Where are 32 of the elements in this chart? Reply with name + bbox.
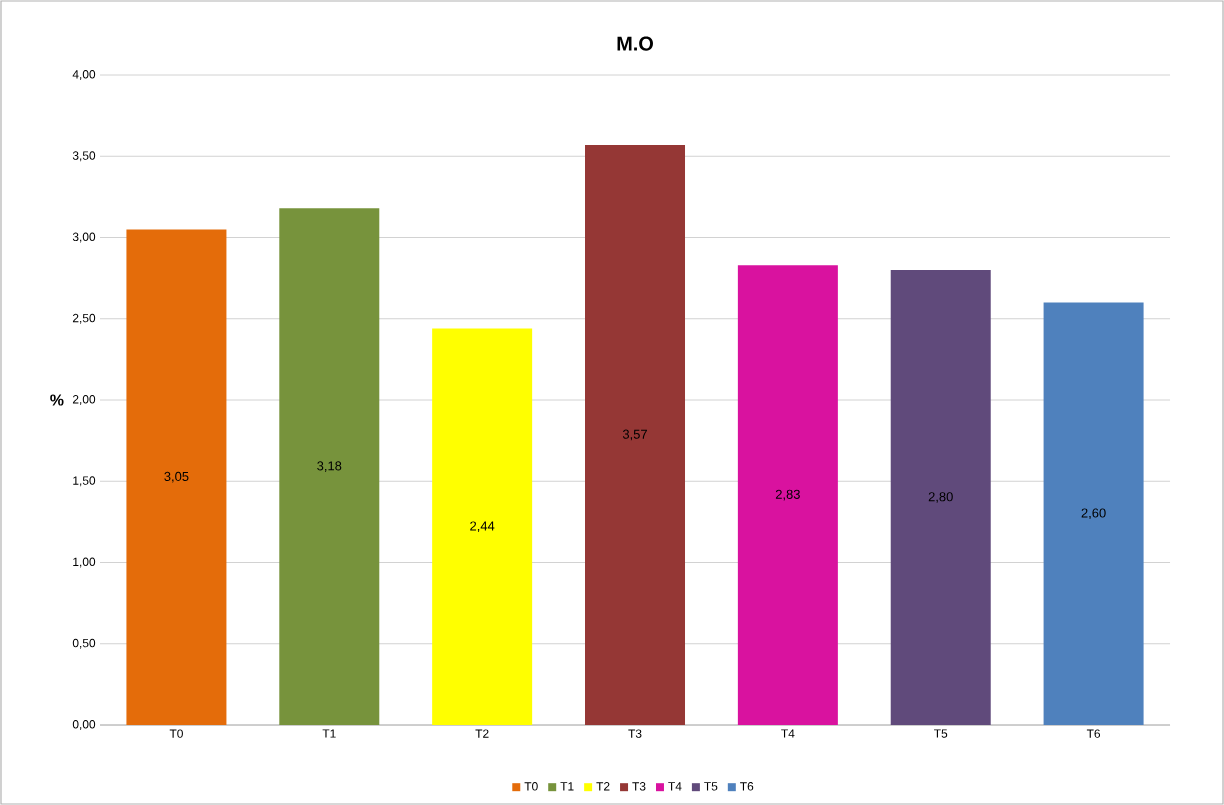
x-tick-label: T1 bbox=[322, 729, 336, 738]
data-label: 2,83 bbox=[775, 489, 800, 501]
y-tick-label: 1,50 bbox=[73, 476, 96, 487]
legend-label: T6 bbox=[740, 782, 754, 791]
legend-label: T3 bbox=[632, 782, 646, 791]
y-axis-title: % bbox=[50, 394, 64, 406]
legend-label: T0 bbox=[524, 782, 538, 791]
x-tick-label: T3 bbox=[628, 729, 642, 738]
chart-title: M.O bbox=[617, 36, 653, 51]
data-label: 3,18 bbox=[317, 461, 342, 472]
x-tick-label: T2 bbox=[475, 729, 489, 738]
y-tick-label: 0,00 bbox=[72, 720, 96, 730]
y-tick-label: 2,50 bbox=[72, 313, 96, 324]
data-label: 2,44 bbox=[470, 521, 495, 533]
y-tick-label: 2,00 bbox=[72, 395, 96, 405]
x-tick-label: T0 bbox=[169, 729, 183, 738]
y-tick-label: 1,00 bbox=[73, 557, 96, 568]
legend-label: T1 bbox=[560, 782, 574, 791]
y-tick-label: 3,00 bbox=[72, 232, 96, 243]
legend-label: T4 bbox=[668, 782, 682, 791]
x-tick-label: T5 bbox=[934, 729, 948, 738]
legend-label: T5 bbox=[704, 782, 718, 791]
data-label: 2,80 bbox=[928, 492, 953, 503]
data-label: 2,60 bbox=[1081, 508, 1106, 520]
x-tick-label: T6 bbox=[1086, 729, 1101, 738]
data-label: 3,57 bbox=[622, 429, 647, 441]
y-tick-label: 4,00 bbox=[72, 70, 96, 80]
y-tick-label: 3,50 bbox=[72, 151, 96, 162]
y-tick-label: 0,50 bbox=[72, 638, 96, 649]
legend-label: T2 bbox=[596, 782, 610, 791]
data-label: 3,05 bbox=[164, 471, 189, 483]
x-tick-label: T4 bbox=[781, 729, 795, 738]
